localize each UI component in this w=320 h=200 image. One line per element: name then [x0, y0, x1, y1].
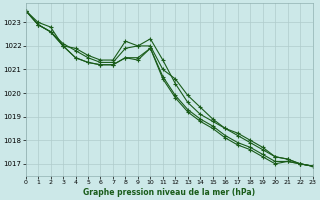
X-axis label: Graphe pression niveau de la mer (hPa): Graphe pression niveau de la mer (hPa) — [83, 188, 255, 197]
